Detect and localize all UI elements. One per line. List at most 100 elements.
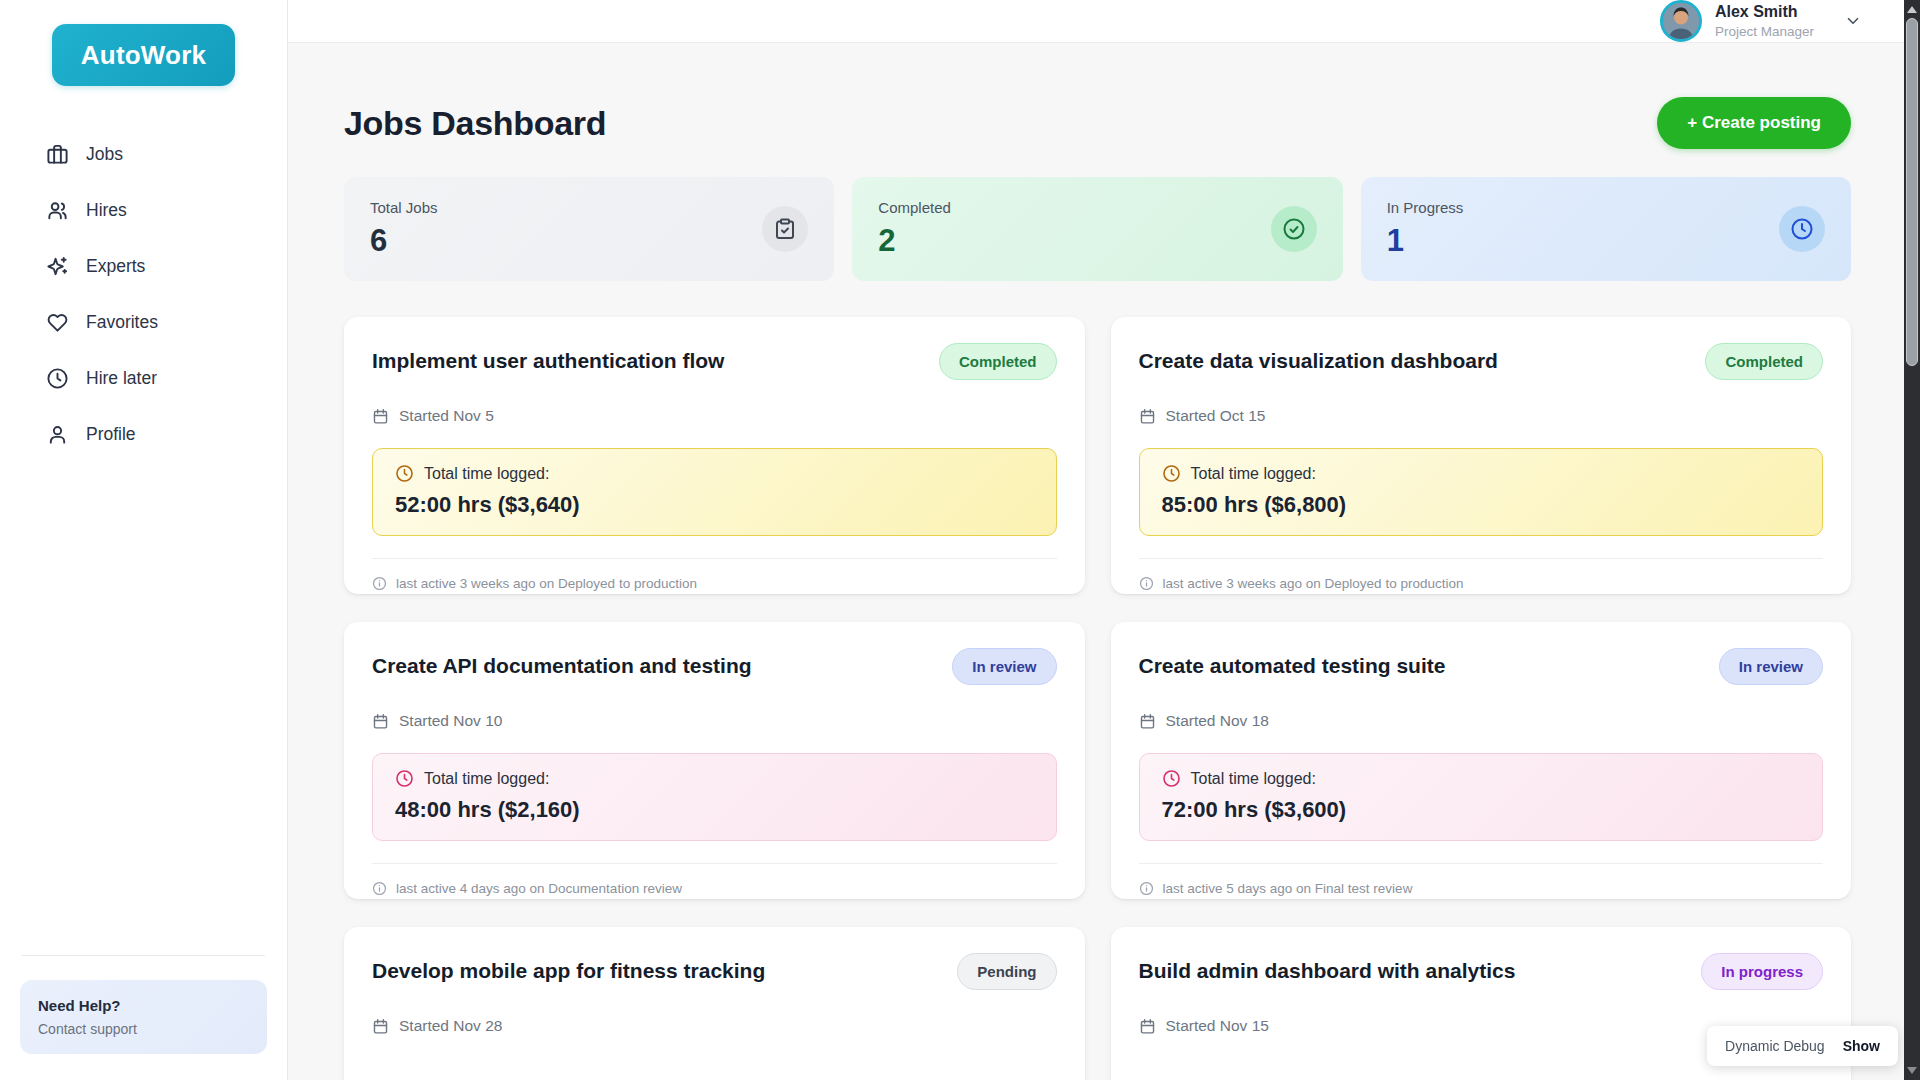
status-badge: Completed — [939, 343, 1057, 380]
scrollbar-up-arrow-icon[interactable] — [1907, 6, 1917, 13]
time-logged-box: Total time logged: 48:00 hrs ($2,160) — [372, 753, 1057, 841]
calendar-icon — [372, 408, 389, 425]
clipboard-check-icon — [762, 206, 808, 252]
sidebar-item-label: Jobs — [86, 144, 123, 165]
stat-text: In Progress 1 — [1387, 199, 1464, 259]
sidebar-item-profile[interactable]: Profile — [0, 406, 287, 462]
sidebar-item-jobs[interactable]: Jobs — [0, 126, 287, 182]
user-meta: Alex Smith Project Manager — [1715, 3, 1814, 39]
job-card[interactable]: Create automated testing suite In review… — [1111, 622, 1852, 899]
clock-icon — [1162, 464, 1181, 483]
job-started-text: Started Nov 15 — [1166, 1017, 1269, 1035]
last-active-text: last active 3 weeks ago on Deployed to p… — [1163, 576, 1464, 591]
time-logged-value: 72:00 hrs ($3,600) — [1162, 797, 1801, 823]
briefcase-icon — [46, 143, 69, 166]
info-icon — [372, 576, 387, 591]
info-icon — [372, 881, 387, 896]
heart-icon — [46, 311, 69, 334]
time-logged-label-row: Total time logged: — [1162, 769, 1801, 788]
job-title: Build admin dashboard with analytics — [1139, 953, 1516, 983]
avatar[interactable] — [1660, 0, 1702, 42]
last-active-text: last active 5 days ago on Final test rev… — [1163, 881, 1413, 896]
clock-icon — [395, 464, 414, 483]
sidebar-item-hire-later[interactable]: Hire later — [0, 350, 287, 406]
job-card[interactable]: Create data visualization dashboard Comp… — [1111, 317, 1852, 594]
info-icon — [1139, 881, 1154, 896]
info-icon — [1139, 576, 1154, 591]
scrollbar-thumb[interactable] — [1906, 18, 1918, 366]
job-card[interactable]: Develop mobile app for fitness tracking … — [344, 927, 1085, 1080]
job-card[interactable]: Implement user authentication flow Compl… — [344, 317, 1085, 594]
time-logged-label: Total time logged: — [1191, 770, 1316, 788]
user-menu[interactable]: Alex Smith Project Manager — [1660, 0, 1862, 42]
job-title: Create automated testing suite — [1139, 648, 1446, 678]
help-contact-support-link[interactable]: Contact support — [38, 1021, 249, 1037]
sidebar-nav: Jobs Hires Experts Favorites Hire later — [0, 126, 287, 462]
calendar-icon — [1139, 408, 1156, 425]
stat-label: Total Jobs — [370, 199, 438, 216]
page-scrollbar[interactable] — [1904, 0, 1920, 1080]
time-logged-value: 48:00 hrs ($2,160) — [395, 797, 1034, 823]
stat-value: 6 — [370, 223, 438, 259]
job-title: Create data visualization dashboard — [1139, 343, 1498, 373]
stat-value: 1 — [1387, 223, 1464, 259]
clock-icon — [1162, 769, 1181, 788]
job-started-row: Started Nov 5 — [372, 407, 1057, 425]
sidebar-item-hires[interactable]: Hires — [0, 182, 287, 238]
help-box[interactable]: Need Help? Contact support — [20, 980, 267, 1054]
job-started-text: Started Nov 18 — [1166, 712, 1269, 730]
time-logged-box: Total time logged: 85:00 hrs ($6,800) — [1139, 448, 1824, 536]
job-card-header: Create automated testing suite In review — [1139, 648, 1824, 685]
last-active-row: last active 3 weeks ago on Deployed to p… — [1139, 576, 1824, 591]
job-started-text: Started Nov 10 — [399, 712, 502, 730]
stat-card-completed: Completed 2 — [852, 177, 1342, 281]
time-logged-box: Total time logged: 72:00 hrs ($3,600) — [1139, 753, 1824, 841]
job-card-header: Build admin dashboard with analytics In … — [1139, 953, 1824, 990]
time-logged-value: 52:00 hrs ($3,640) — [395, 492, 1034, 518]
job-started-text: Started Oct 15 — [1166, 407, 1266, 425]
job-card[interactable]: Create API documentation and testing In … — [344, 622, 1085, 899]
job-started-text: Started Nov 5 — [399, 407, 494, 425]
calendar-icon — [372, 713, 389, 730]
stat-card-in-progress: In Progress 1 — [1361, 177, 1851, 281]
job-started-text: Started Nov 28 — [399, 1017, 502, 1035]
brand-logo[interactable]: AutoWork — [52, 24, 235, 86]
status-badge: In progress — [1701, 953, 1823, 990]
time-logged-value: 85:00 hrs ($6,800) — [1162, 492, 1801, 518]
debug-show-button[interactable]: Show — [1843, 1038, 1880, 1054]
job-card-header: Create API documentation and testing In … — [372, 648, 1057, 685]
job-card-header: Develop mobile app for fitness tracking … — [372, 953, 1057, 990]
sidebar-item-label: Experts — [86, 256, 145, 277]
last-active-row: last active 5 days ago on Final test rev… — [1139, 881, 1824, 896]
sidebar-item-label: Hires — [86, 200, 127, 221]
stat-text: Total Jobs 6 — [370, 199, 438, 259]
sidebar-item-label: Profile — [86, 424, 136, 445]
scrollbar-down-arrow-icon[interactable] — [1907, 1067, 1917, 1074]
stat-value: 2 — [878, 223, 951, 259]
status-badge: In review — [952, 648, 1056, 685]
time-logged-label-row: Total time logged: — [1162, 464, 1801, 483]
sidebar-item-experts[interactable]: Experts — [0, 238, 287, 294]
sidebar-item-favorites[interactable]: Favorites — [0, 294, 287, 350]
status-badge: Completed — [1705, 343, 1823, 380]
jobs-grid: Implement user authentication flow Compl… — [344, 317, 1851, 1080]
status-badge: Pending — [957, 953, 1056, 990]
card-divider — [372, 863, 1057, 864]
dynamic-debug-widget: Dynamic Debug Show — [1707, 1026, 1898, 1066]
main-column: Alex Smith Project Manager Jobs Dashboar… — [288, 0, 1920, 1080]
title-row: Jobs Dashboard + Create posting — [344, 97, 1851, 149]
chevron-down-icon[interactable] — [1844, 12, 1862, 30]
job-card-header: Implement user authentication flow Compl… — [372, 343, 1057, 380]
create-posting-button[interactable]: + Create posting — [1657, 97, 1851, 149]
job-title: Develop mobile app for fitness tracking — [372, 953, 765, 983]
user-name: Alex Smith — [1715, 3, 1814, 21]
check-circle-icon — [1271, 206, 1317, 252]
stat-card-total-jobs: Total Jobs 6 — [344, 177, 834, 281]
status-badge: In review — [1719, 648, 1823, 685]
last-active-text: last active 4 days ago on Documentation … — [396, 881, 682, 896]
stat-label: Completed — [878, 199, 951, 216]
sidebar-divider — [22, 955, 265, 956]
stats-row: Total Jobs 6 Completed 2 In Progress — [344, 177, 1851, 281]
time-logged-label-row: Total time logged: — [395, 464, 1034, 483]
card-divider — [1139, 863, 1824, 864]
